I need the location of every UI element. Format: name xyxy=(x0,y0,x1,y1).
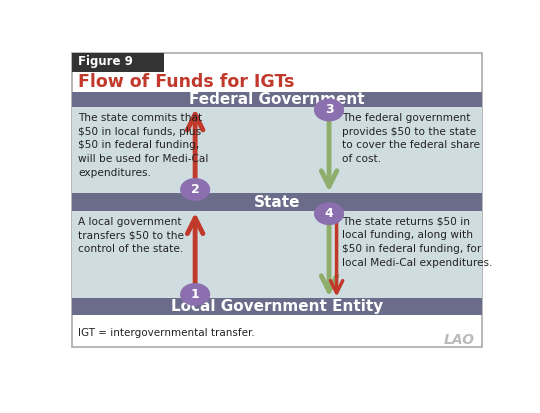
Text: 3: 3 xyxy=(325,104,333,116)
Text: State: State xyxy=(253,195,300,210)
Bar xyxy=(72,53,164,72)
Bar xyxy=(72,107,482,193)
Circle shape xyxy=(180,178,210,201)
Text: A local government
transfers $50 to the
control of the state.: A local government transfers $50 to the … xyxy=(78,217,184,254)
Circle shape xyxy=(314,99,344,121)
Bar xyxy=(72,193,482,211)
Text: Figure 9: Figure 9 xyxy=(78,55,133,69)
Circle shape xyxy=(180,283,210,306)
Text: Flow of Funds for IGTs: Flow of Funds for IGTs xyxy=(78,73,294,91)
Bar xyxy=(72,93,482,107)
Text: Local Government Entity: Local Government Entity xyxy=(171,299,383,314)
Bar xyxy=(72,298,482,315)
Text: The federal government
provides $50 to the state
to cover the federal share
of c: The federal government provides $50 to t… xyxy=(342,113,480,164)
Text: Federal Government: Federal Government xyxy=(189,93,364,107)
Bar xyxy=(72,211,482,298)
Text: 1: 1 xyxy=(191,288,199,301)
Text: 4: 4 xyxy=(325,207,333,220)
Text: The state commits that
$50 in local funds, plus
$50 in federal funding,
will be : The state commits that $50 in local fund… xyxy=(78,113,208,178)
Text: LAO: LAO xyxy=(443,332,474,347)
Text: The state returns $50 in
local funding, along with
$50 in federal funding, for
l: The state returns $50 in local funding, … xyxy=(342,217,492,268)
Text: 2: 2 xyxy=(191,183,199,196)
Text: IGT = intergovernmental transfer.: IGT = intergovernmental transfer. xyxy=(78,328,255,338)
Circle shape xyxy=(314,202,344,225)
